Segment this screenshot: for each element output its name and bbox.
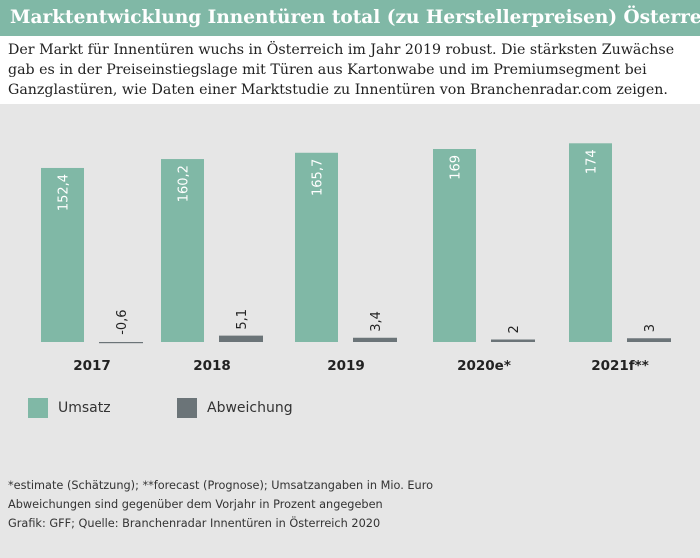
- bar-label-umsatz-3: 169: [449, 155, 464, 180]
- bar-chart: 152,4 -0,6 2017 160,2 5,1 2018 165,7 3,4 2019 169…: [41, 143, 671, 374]
- legend-item-umsatz: Umsatz: [28, 393, 111, 423]
- bar-umsatz-4: [569, 143, 612, 342]
- legend-swatch-abweichung: [177, 398, 197, 418]
- x-tick-label-2: 2019: [327, 358, 365, 374]
- bar-label-umsatz-0: 152,4: [57, 174, 72, 211]
- bar-label-abweichung-2: 3,4: [369, 311, 384, 332]
- bar-label-abweichung-1: 5,1: [235, 309, 250, 330]
- bar-abweichung-3: [491, 339, 535, 342]
- footer-note-estimate: *estimate (Schätzung); **forecast (Progn…: [8, 479, 434, 492]
- bar-label-abweichung-0: -0,6: [115, 309, 130, 334]
- bar-umsatz-0: [41, 167, 84, 342]
- bar-label-abweichung-3: 2: [507, 325, 522, 333]
- bar-abweichung-1: [219, 335, 263, 342]
- bar-label-umsatz-4: 174: [585, 149, 600, 174]
- x-tick-label-3: 2020e*: [457, 358, 511, 374]
- x-tick-label-0: 2017: [73, 358, 111, 374]
- bar-umsatz-1: [161, 159, 204, 342]
- footer-notes: *estimate (Schätzung); **forecast (Progn…: [0, 458, 700, 558]
- chart-title: Marktentwicklung Innentüren total (zu He…: [0, 0, 700, 36]
- bar-umsatz-2: [295, 152, 338, 342]
- bar-abweichung-0: [99, 342, 143, 344]
- footer-note-source: Grafik: GFF; Quelle: Branchenradar Innen…: [8, 517, 381, 530]
- bar-label-umsatz-2: 165,7: [311, 159, 326, 196]
- bar-label-umsatz-1: 160,2: [177, 165, 192, 202]
- intro-text: Der Markt für Innentüren wuchs in Österr…: [8, 42, 675, 98]
- x-tick-label-1: 2018: [193, 358, 231, 374]
- bar-umsatz-3: [433, 149, 476, 342]
- chart-legend: Umsatz Abweichung: [0, 393, 700, 423]
- legend-swatch-umsatz: [28, 398, 48, 418]
- bar-abweichung-4: [627, 338, 671, 342]
- x-tick-label-4: 2021f**: [591, 358, 649, 374]
- bar-label-abweichung-4: 3: [643, 324, 658, 332]
- bar-abweichung-2: [353, 337, 397, 342]
- legend-label-abweichung: Abweichung: [207, 400, 293, 416]
- legend-label-umsatz: Umsatz: [58, 400, 111, 416]
- footer-note-deviation: Abweichungen sind gegenüber dem Vorjahr …: [8, 498, 383, 511]
- legend-item-abweichung: Abweichung: [177, 393, 293, 423]
